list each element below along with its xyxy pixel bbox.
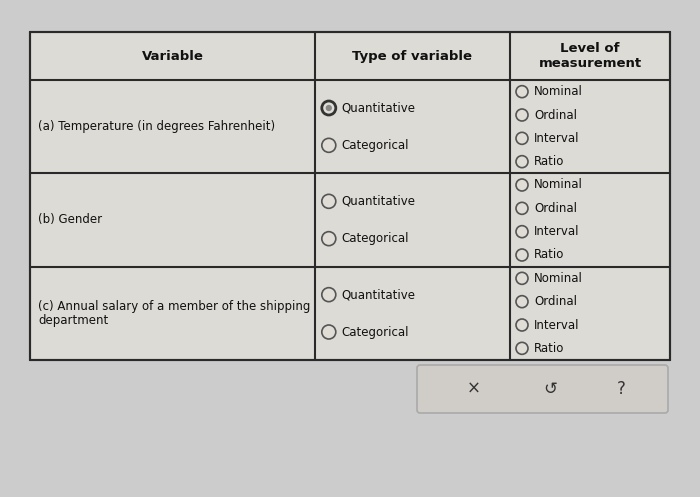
Circle shape: [322, 325, 336, 339]
Text: Ratio: Ratio: [534, 155, 564, 168]
Text: Ratio: Ratio: [534, 342, 564, 355]
Text: Quantitative: Quantitative: [342, 101, 416, 114]
Circle shape: [516, 85, 528, 98]
Text: Ordinal: Ordinal: [534, 108, 577, 121]
Text: Interval: Interval: [534, 225, 580, 238]
Text: (b) Gender: (b) Gender: [38, 214, 102, 227]
Circle shape: [516, 272, 528, 284]
Text: Nominal: Nominal: [534, 85, 583, 98]
Circle shape: [516, 226, 528, 238]
Text: Quantitative: Quantitative: [342, 288, 416, 301]
Circle shape: [516, 249, 528, 261]
Text: ↺: ↺: [543, 380, 556, 398]
Circle shape: [516, 109, 528, 121]
Circle shape: [326, 105, 332, 111]
Text: Type of variable: Type of variable: [352, 50, 473, 63]
Circle shape: [516, 342, 528, 354]
Text: Categorical: Categorical: [342, 326, 409, 338]
Circle shape: [322, 288, 336, 302]
Text: Interval: Interval: [534, 132, 580, 145]
Text: Level of
measurement: Level of measurement: [538, 42, 642, 70]
Text: department: department: [38, 314, 108, 327]
Circle shape: [516, 202, 528, 214]
Circle shape: [322, 194, 336, 208]
Text: Nominal: Nominal: [534, 272, 583, 285]
Text: ?: ?: [617, 380, 625, 398]
Circle shape: [516, 179, 528, 191]
Circle shape: [322, 101, 336, 115]
Circle shape: [516, 319, 528, 331]
Text: (c) Annual salary of a member of the shipping: (c) Annual salary of a member of the shi…: [38, 300, 310, 313]
Text: (a) Temperature (in degrees Fahrenheit): (a) Temperature (in degrees Fahrenheit): [38, 120, 275, 133]
Circle shape: [322, 138, 336, 153]
Circle shape: [516, 132, 528, 144]
Text: Ordinal: Ordinal: [534, 202, 577, 215]
Text: Ratio: Ratio: [534, 248, 564, 261]
Circle shape: [516, 156, 528, 167]
Circle shape: [322, 232, 336, 246]
Text: Ordinal: Ordinal: [534, 295, 577, 308]
Text: Quantitative: Quantitative: [342, 195, 416, 208]
FancyBboxPatch shape: [417, 365, 668, 413]
Text: Variable: Variable: [141, 50, 203, 63]
Circle shape: [516, 296, 528, 308]
Text: Interval: Interval: [534, 319, 580, 331]
Text: Categorical: Categorical: [342, 139, 409, 152]
Bar: [30, 32, 670, 360]
Text: ×: ×: [467, 380, 481, 398]
Text: Categorical: Categorical: [342, 232, 409, 245]
Text: Nominal: Nominal: [534, 178, 583, 191]
